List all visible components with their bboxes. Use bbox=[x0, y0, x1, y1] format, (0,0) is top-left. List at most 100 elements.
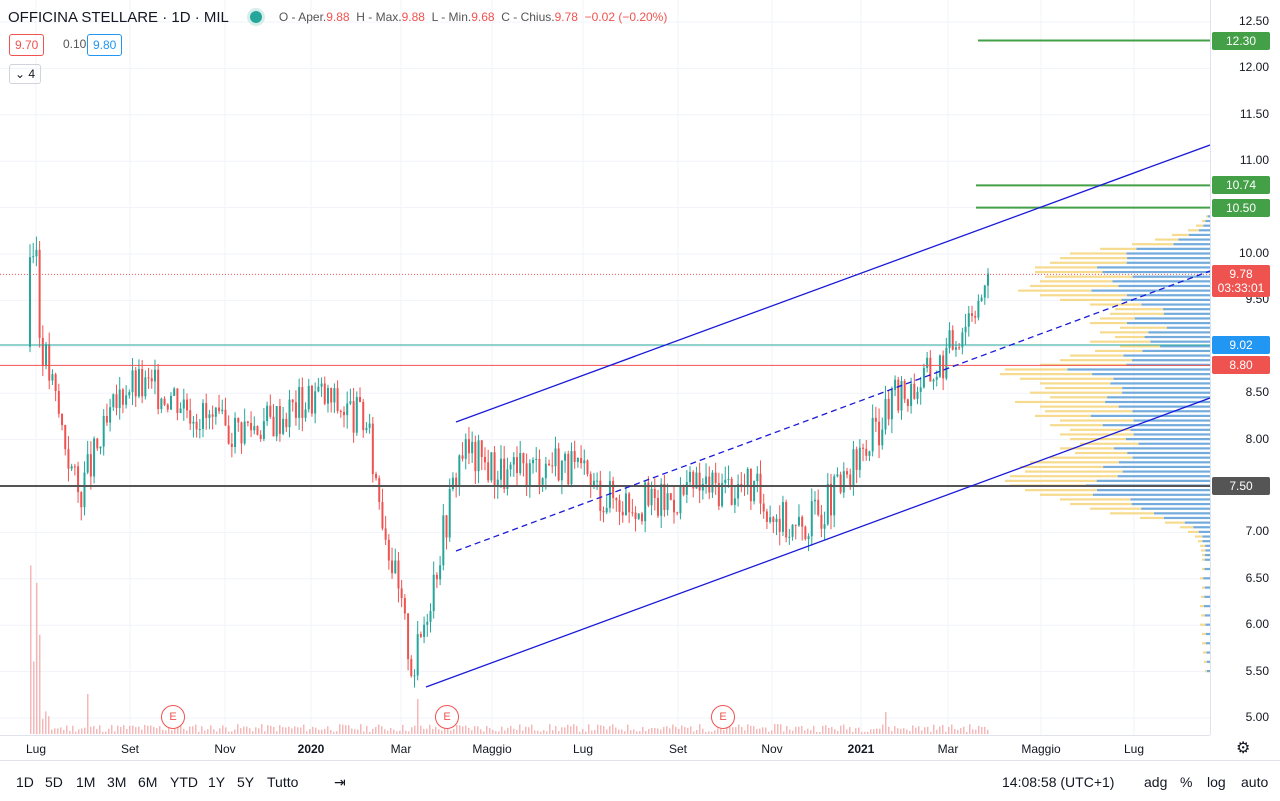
range-5y-button[interactable]: 5Y bbox=[237, 774, 255, 790]
volume-bar bbox=[615, 727, 617, 734]
earnings-marker[interactable]: E bbox=[435, 705, 459, 729]
earnings-marker[interactable]: E bbox=[711, 705, 735, 729]
candle-body bbox=[711, 472, 714, 493]
candle-body bbox=[589, 474, 592, 487]
range-all-button[interactable]: Tutto bbox=[267, 774, 299, 790]
range-1d-button[interactable]: 1D bbox=[16, 774, 34, 790]
auto-scale-button[interactable]: auto bbox=[1241, 774, 1269, 790]
market-status-icon[interactable] bbox=[246, 8, 265, 26]
candle-body bbox=[666, 493, 669, 510]
volume-bar bbox=[864, 731, 866, 734]
volume-bar bbox=[51, 729, 53, 734]
candle-body bbox=[878, 421, 881, 446]
volume-bar bbox=[876, 728, 878, 734]
range-6m-button[interactable]: 6M bbox=[138, 774, 158, 790]
volume-bar bbox=[579, 731, 581, 734]
candle-body bbox=[599, 480, 602, 511]
volume-bar bbox=[123, 725, 125, 734]
range-ytd-button[interactable]: YTD bbox=[170, 774, 198, 790]
time-tick-label: Set bbox=[120, 742, 140, 756]
volume-bar bbox=[765, 727, 767, 734]
candle-body bbox=[342, 411, 345, 416]
candle-body bbox=[51, 374, 54, 381]
candle-body bbox=[919, 387, 922, 392]
volume-bar bbox=[216, 731, 218, 734]
price-tick-label: 5.00 bbox=[1245, 710, 1269, 724]
volume-profile-row bbox=[1030, 461, 1119, 464]
volume-profile-row bbox=[1163, 516, 1210, 520]
volume-bar bbox=[879, 728, 881, 734]
volume-bar bbox=[324, 728, 326, 734]
candle-body bbox=[77, 466, 80, 493]
candle-body bbox=[70, 466, 73, 469]
candle-body bbox=[275, 406, 278, 437]
studies-toggle-button[interactable]: ⌄ 4 bbox=[9, 64, 42, 84]
candle-body bbox=[746, 468, 749, 487]
volume-bar bbox=[441, 730, 443, 734]
goto-date-icon[interactable]: ⇥ bbox=[334, 774, 346, 790]
candle-body bbox=[490, 452, 493, 481]
candle-body bbox=[740, 483, 743, 486]
adjust-dividends-button[interactable]: adg bbox=[1144, 774, 1168, 790]
candle-body bbox=[778, 518, 781, 532]
ask-price-button[interactable]: 9.80 bbox=[87, 34, 123, 56]
candle-body bbox=[352, 401, 355, 433]
candle-body bbox=[557, 448, 560, 481]
range-5d-button[interactable]: 5D bbox=[45, 774, 63, 790]
candle-body bbox=[961, 332, 964, 348]
volume-profile-row bbox=[1126, 294, 1210, 297]
volume-bar bbox=[228, 731, 230, 734]
volume-profile-row bbox=[1205, 219, 1210, 223]
volume-profile-row bbox=[1204, 554, 1210, 557]
volume-bar bbox=[570, 726, 572, 734]
volume-bar bbox=[117, 725, 119, 734]
percent-scale-button[interactable]: % bbox=[1180, 774, 1193, 790]
candle-body bbox=[714, 472, 717, 483]
symbol-title[interactable]: OFFICINA STELLARE · 1D · MIL bbox=[8, 8, 229, 26]
candle-body bbox=[301, 387, 304, 418]
range-1m-button[interactable]: 1M bbox=[76, 774, 96, 790]
candle-body bbox=[455, 477, 458, 487]
volume-profile-row bbox=[1133, 433, 1210, 436]
volume-profile-row bbox=[1133, 419, 1210, 422]
timezone-clock[interactable]: 14:08:58 (UTC+1) bbox=[1002, 774, 1115, 790]
volume-bar bbox=[552, 730, 554, 734]
volume-profile-row bbox=[1188, 233, 1210, 237]
price-axis[interactable]: 12.5012.0011.5011.0010.5010.009.509.008.… bbox=[1210, 0, 1280, 735]
range-3m-button[interactable]: 3M bbox=[107, 774, 127, 790]
chevron-down-icon: ⌄ bbox=[15, 67, 26, 81]
range-1y-button[interactable]: 1Y bbox=[208, 774, 226, 790]
channel-middle-line[interactable] bbox=[455, 270, 1210, 552]
volume-bar bbox=[747, 724, 749, 734]
volume-profile-row bbox=[1005, 479, 1097, 482]
volume-bar bbox=[66, 725, 68, 734]
volume-profile-row bbox=[1126, 252, 1210, 255]
channel-lower-line[interactable] bbox=[425, 397, 1210, 688]
volume-bar bbox=[261, 724, 263, 734]
volume-profile-row bbox=[1040, 294, 1127, 297]
candle-body bbox=[871, 417, 874, 452]
gear-icon[interactable]: ⚙ bbox=[1236, 740, 1251, 757]
channel-upper-line[interactable] bbox=[455, 144, 1210, 423]
volume-profile-row bbox=[1180, 526, 1194, 529]
candle-body bbox=[525, 463, 528, 487]
log-scale-button[interactable]: log bbox=[1207, 774, 1226, 790]
price-tick-label: 12.00 bbox=[1238, 60, 1269, 75]
volume-bar bbox=[357, 729, 359, 734]
candle-body bbox=[208, 414, 211, 419]
volume-bar bbox=[141, 729, 143, 734]
candle-body bbox=[612, 480, 615, 499]
candle-body bbox=[762, 503, 765, 512]
volume-bar bbox=[741, 726, 743, 734]
volume-bar bbox=[171, 730, 173, 734]
volume-bar bbox=[510, 725, 512, 734]
earnings-marker[interactable]: E bbox=[161, 705, 185, 729]
chart-plot-area[interactable] bbox=[0, 0, 1210, 735]
time-axis[interactable]: Lug Set Nov 2020 Mar Maggio Lug Set Nov 2021 Mar Ma… bbox=[0, 735, 1210, 761]
bid-price-button[interactable]: 9.70 bbox=[9, 34, 45, 56]
volume-bar bbox=[711, 731, 713, 734]
volume-bar bbox=[762, 727, 764, 734]
chart-canvas[interactable] bbox=[0, 0, 1210, 735]
volume-bar bbox=[702, 728, 704, 734]
volume-profile-row bbox=[1117, 475, 1210, 478]
